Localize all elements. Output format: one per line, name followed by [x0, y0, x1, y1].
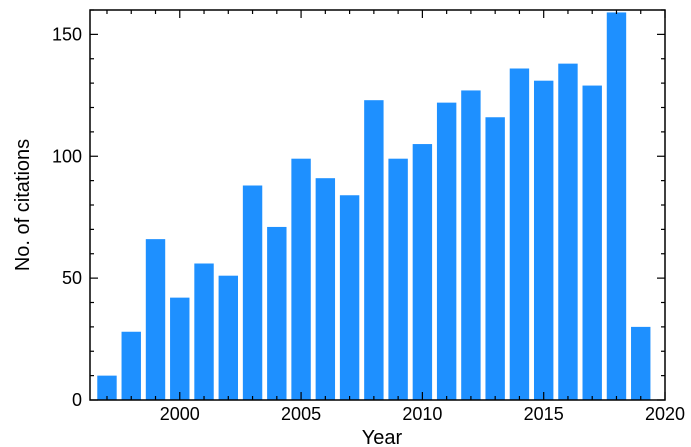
- bar-2019: [631, 326, 651, 401]
- y-tick-label-0: 0: [72, 390, 82, 410]
- x-tick-label-2000: 2000: [160, 404, 200, 424]
- bar-2007: [339, 195, 360, 400]
- bar-2004: [267, 226, 287, 400]
- bar-1999: [145, 239, 166, 401]
- x-tick-label-2010: 2010: [402, 404, 442, 424]
- x-tick-label-2020: 2020: [645, 404, 685, 424]
- bar-2010: [412, 144, 433, 400]
- bar-1997: [97, 375, 117, 401]
- plot-frame: [89, 9, 666, 401]
- x-tick-label-2005: 2005: [281, 404, 321, 424]
- bar-2006: [315, 178, 336, 400]
- bar-1998: [121, 331, 141, 400]
- bars-layer: [97, 12, 651, 401]
- bar-2005: [291, 158, 311, 400]
- bar-2001: [194, 263, 214, 400]
- y-axis-title: No. of citations: [12, 139, 34, 271]
- y-tick-label-150: 150: [52, 24, 82, 44]
- bar-2002: [218, 275, 238, 400]
- x-tick-label-2015: 2015: [524, 404, 564, 424]
- x-axis-title: Year: [362, 427, 403, 447]
- y-tick-label-100: 100: [52, 146, 82, 166]
- bar-2018: [606, 12, 627, 400]
- bar-2013: [485, 117, 505, 400]
- bar-2011: [436, 102, 457, 401]
- bar-2014: [509, 68, 530, 400]
- bar-2012: [461, 90, 481, 400]
- tick-labels-layer: 2000 2005 2010 2015 2020 0 50 100 150: [52, 24, 685, 424]
- bar-2017: [582, 85, 602, 400]
- y-tick-label-50: 50: [62, 268, 82, 288]
- bar-2009: [388, 158, 408, 400]
- bar-2016: [558, 63, 578, 401]
- bar-2008: [364, 100, 384, 400]
- bar-2015: [533, 80, 554, 400]
- bar-2003: [242, 185, 263, 400]
- bar-2000: [170, 297, 190, 401]
